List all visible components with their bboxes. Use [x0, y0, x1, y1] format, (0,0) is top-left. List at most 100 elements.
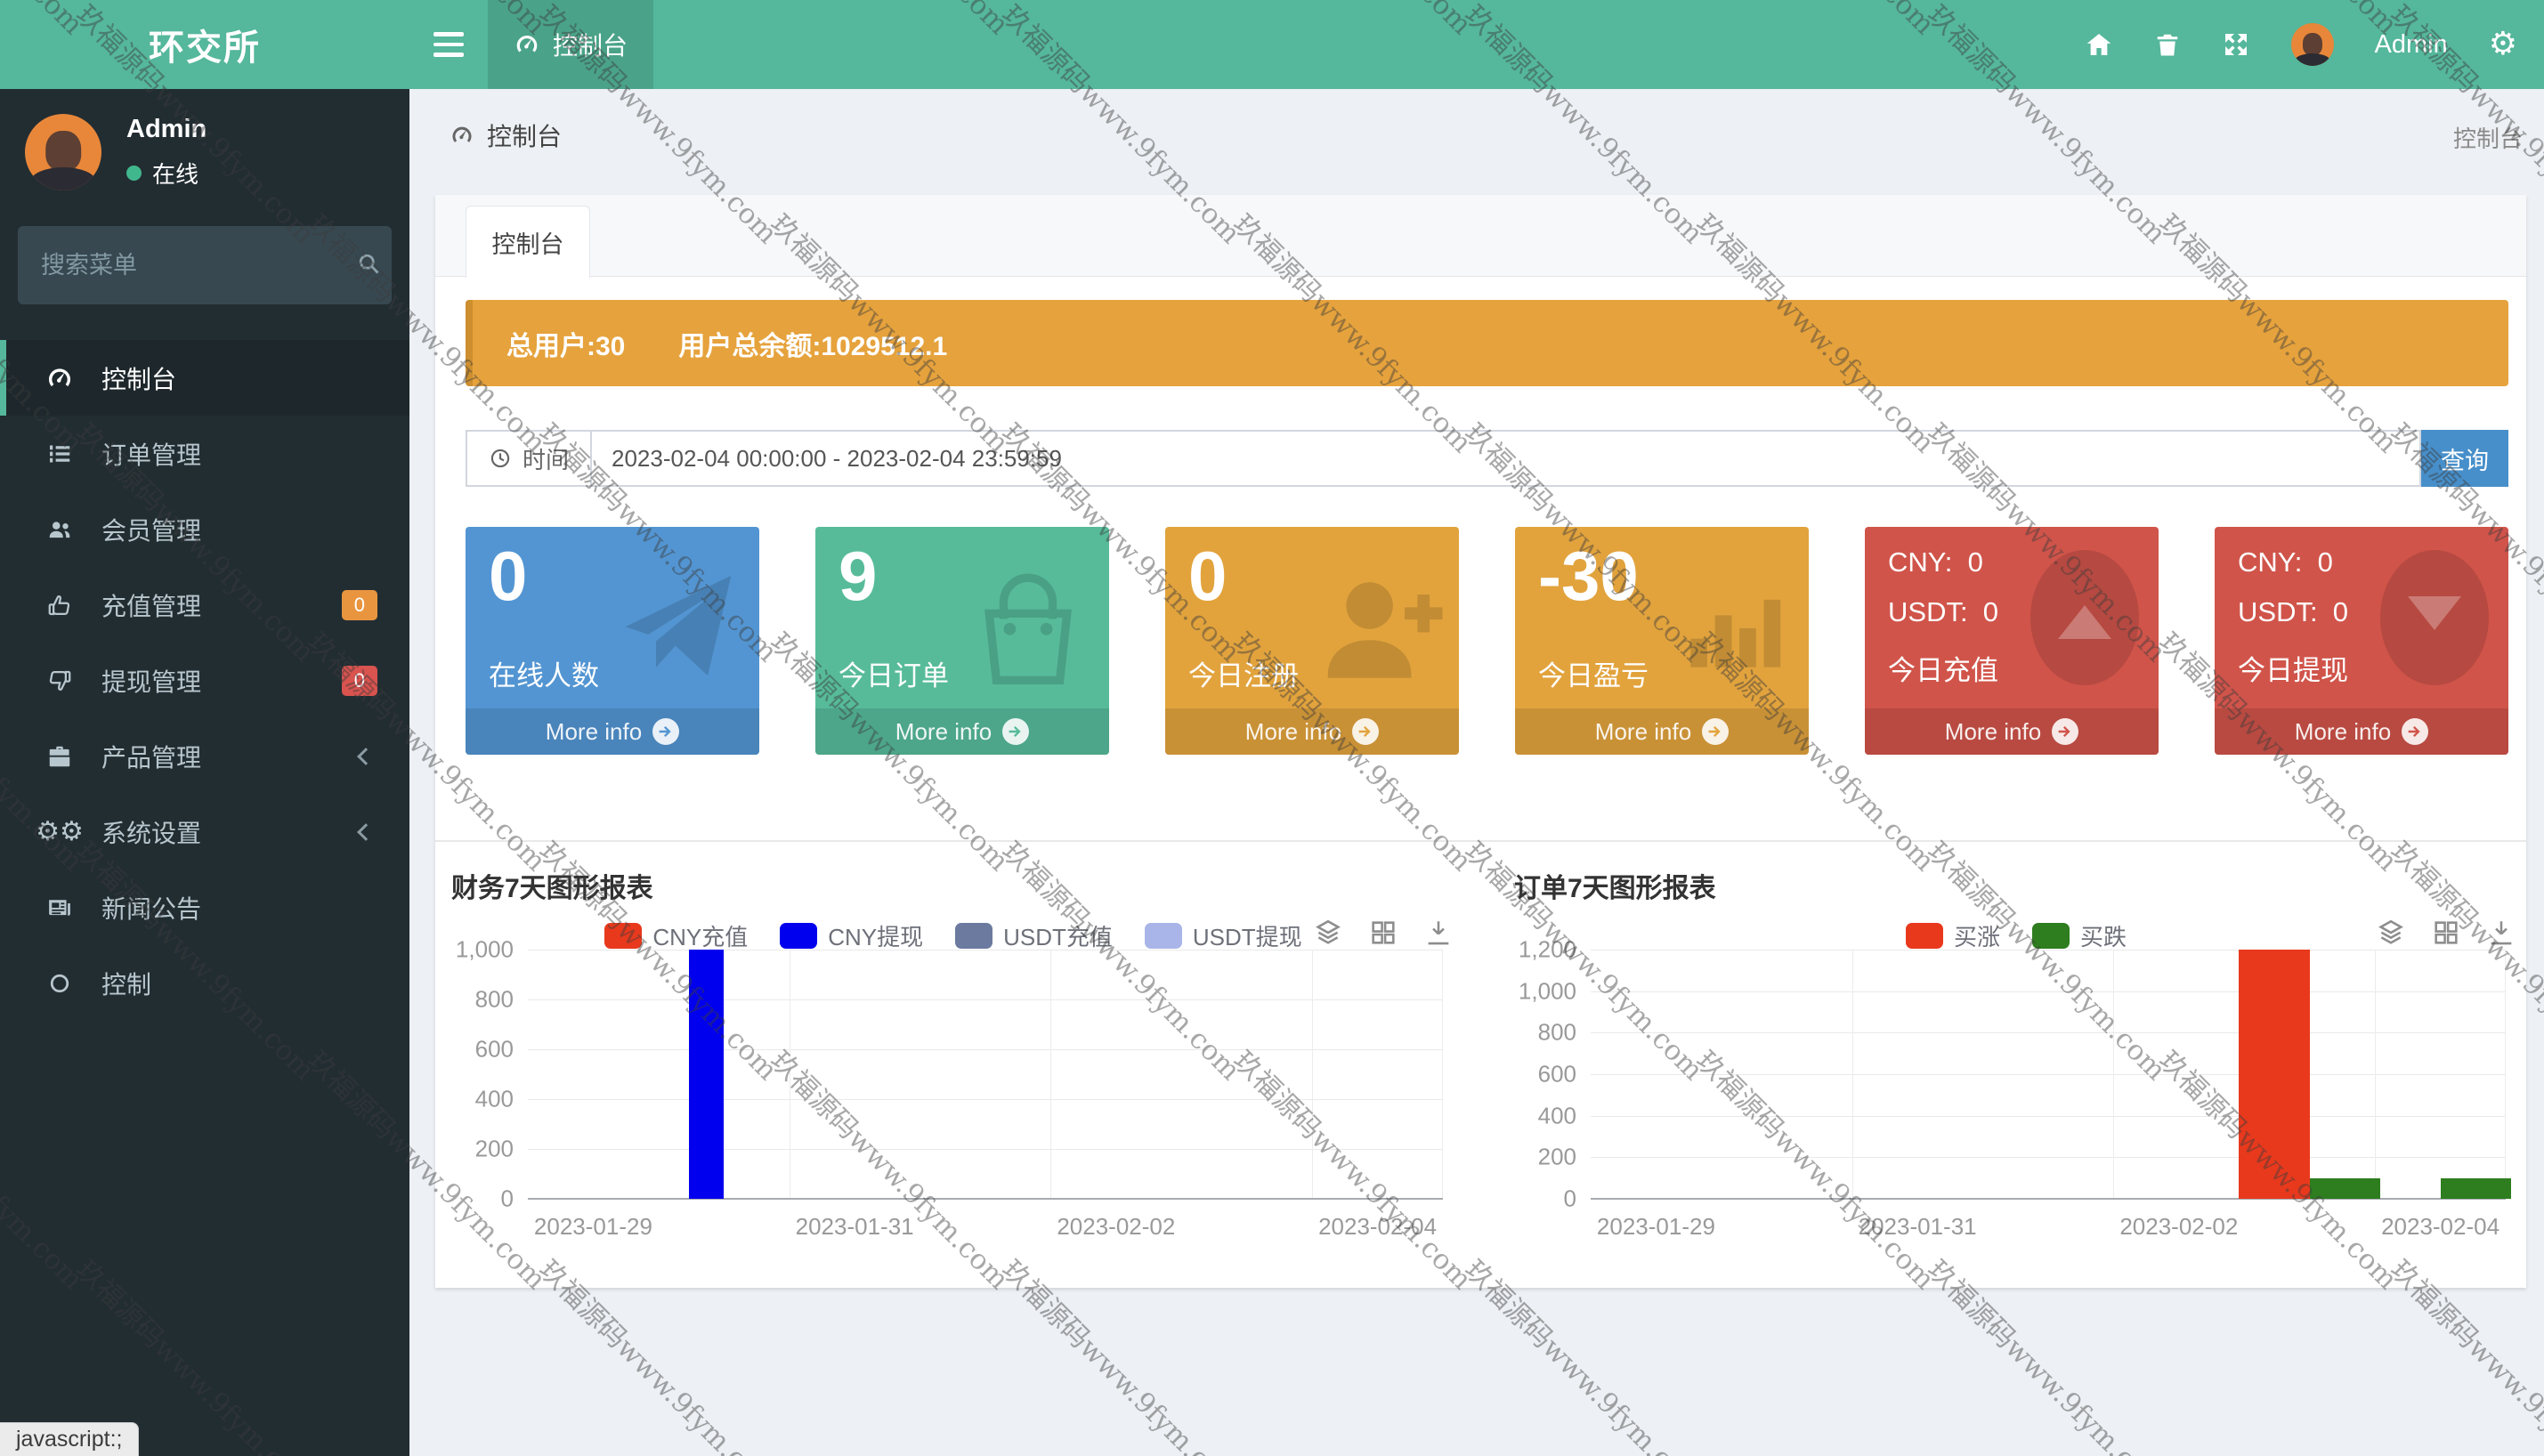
- more-info-link[interactable]: More info: [1865, 708, 2159, 755]
- legend-item[interactable]: 买涨: [1905, 919, 2000, 952]
- arrow-circle-right-icon: [652, 718, 680, 745]
- legend-item[interactable]: USDT提现: [1144, 919, 1302, 952]
- ordered-list-icon: [43, 441, 77, 467]
- sidebar-item-dashboard[interactable]: 控制台: [0, 340, 409, 416]
- breadcrumb: 控制台: [450, 117, 562, 153]
- dashboard-icon: [452, 126, 472, 142]
- chart-toolbox: [1313, 918, 1454, 952]
- y-tick-label: 200: [474, 1135, 514, 1162]
- legend-label: 买跌: [2080, 924, 2127, 950]
- more-info-link[interactable]: More info: [1165, 708, 1459, 755]
- bar-chart-icon: [1670, 559, 1795, 697]
- chart-bar: [2239, 950, 2310, 1199]
- sidebar-item-control[interactable]: 控制: [0, 945, 409, 1021]
- legend-item[interactable]: 买跌: [2032, 919, 2127, 952]
- stat-box-today-registrations: 0 今日注册 More info: [1165, 527, 1459, 755]
- gridline: [528, 999, 1443, 1000]
- gridline: [1591, 1157, 2506, 1159]
- newspaper-icon: [43, 894, 77, 921]
- download-icon[interactable]: [2486, 918, 2516, 952]
- clear-cache-button[interactable]: [2154, 30, 2181, 59]
- legend-item[interactable]: USDT充值: [955, 919, 1113, 952]
- breadcrumb-right: 控制台: [2452, 125, 2523, 152]
- x-tick-label: 2023-01-31: [795, 1213, 914, 1240]
- paper-plane-icon: [612, 559, 745, 697]
- y-tick-label: 400: [474, 1085, 514, 1112]
- finance-chart-panel: 财务7天图形报表 CNY充值 CNY提现 USDT充值 USDT提现 1,000 800…: [446, 864, 1461, 1282]
- sidebar-item-settings[interactable]: ⚙⚙ 系统设置: [0, 794, 409, 870]
- x-tick-label: 2023-02-02: [2119, 1213, 2239, 1240]
- x-axis-line: [528, 1198, 1443, 1200]
- x-tick-label: 2023-02-04: [1318, 1213, 1438, 1240]
- sidebar-user-status[interactable]: 在线: [126, 157, 207, 190]
- y-tick-label: 1,000: [455, 935, 514, 963]
- sidebar-item-news[interactable]: 新闻公告: [0, 870, 409, 945]
- card-body: 总用户:30 用户总余额:1029512.1 时间 查询 0 在线人数 More…: [435, 277, 2526, 1287]
- app-logo[interactable]: 环交所: [149, 28, 261, 68]
- sidebar-item-products[interactable]: 产品管理: [0, 718, 409, 794]
- chart-toolbox: [2376, 918, 2516, 952]
- arrow-circle-right-icon: [1352, 718, 1380, 745]
- search-icon[interactable]: [356, 251, 381, 280]
- total-users: 总用户:30: [506, 331, 626, 361]
- tab-dashboard[interactable]: 控制台: [466, 206, 590, 278]
- y-tick-label: 400: [1537, 1102, 1576, 1129]
- settings-gear-icon[interactable]: ⚙: [2488, 26, 2517, 62]
- stat-box-today-deposits: CNY: 0 USDT: 0 今日充值 More info: [1865, 527, 2159, 755]
- download-icon[interactable]: [1423, 918, 1454, 952]
- navbar-avatar[interactable]: [2290, 23, 2334, 66]
- nav-tab-label: 控制台: [552, 32, 628, 60]
- top-navbar: 环交所 控制台 Admin ⚙: [0, 0, 2544, 89]
- tiled-view-icon[interactable]: [2431, 918, 2461, 952]
- fullscreen-button[interactable]: [2222, 30, 2250, 59]
- chart-title: 财务7天图形报表: [451, 874, 653, 903]
- nav-tab-dashboard[interactable]: 控制台: [488, 0, 653, 89]
- y-tick-label: 800: [1537, 1018, 1576, 1046]
- search-input[interactable]: [41, 251, 356, 279]
- caret-up-circle-icon: [2030, 550, 2139, 685]
- tiled-view-icon[interactable]: [1368, 918, 1398, 952]
- y-tick-label: 600: [1537, 1060, 1576, 1088]
- gridline-vertical: [1312, 950, 1314, 1199]
- chevron-left-icon: [357, 747, 375, 765]
- time-label: 时间: [466, 430, 591, 487]
- thumbs-up-icon: [43, 592, 77, 619]
- more-info-link[interactable]: More info: [2215, 708, 2508, 755]
- chart-title: 订单7天图形报表: [1514, 874, 1716, 903]
- legend-swatch: [955, 923, 993, 949]
- y-tick-label: 1,200: [1518, 935, 1576, 963]
- stack-toggle-icon[interactable]: [1313, 918, 1343, 952]
- stack-toggle-icon[interactable]: [2376, 918, 2406, 952]
- legend-swatch: [2032, 923, 2070, 949]
- sidebar-avatar[interactable]: [25, 114, 101, 190]
- sidebar: Admin 在线 控制台 订单管理 会员管理: [0, 89, 409, 1456]
- chart-legend: 买涨 买跌: [1509, 919, 2524, 952]
- user-plus-icon: [1311, 559, 1445, 701]
- x-axis-line: [1591, 1198, 2506, 1200]
- more-info-link[interactable]: More info: [466, 708, 759, 755]
- breadcrumb-title: 控制台: [487, 123, 563, 150]
- total-balance: 用户总余额:1029512.1: [678, 331, 948, 361]
- legend-item[interactable]: CNY充值: [604, 919, 748, 952]
- navbar-user-name[interactable]: Admin: [2374, 29, 2448, 59]
- sidebar-item-orders[interactable]: 订单管理: [0, 416, 409, 491]
- chart-bar: [2440, 1177, 2511, 1199]
- sidebar-item-deposits[interactable]: 充值管理 0: [0, 567, 409, 643]
- sidebar-item-members[interactable]: 会员管理: [0, 491, 409, 567]
- sidebar-toggle-button[interactable]: [409, 0, 488, 89]
- y-tick-label: 1,000: [1518, 977, 1576, 1005]
- sidebar-item-withdrawals[interactable]: 提现管理 0: [0, 643, 409, 718]
- more-info-link[interactable]: More info: [815, 708, 1109, 755]
- gridline: [528, 1049, 1443, 1050]
- y-tick-label: 800: [474, 985, 514, 1013]
- more-info-link[interactable]: More info: [1515, 708, 1809, 755]
- y-tick-label: 0: [500, 1185, 514, 1212]
- x-tick-label: 2023-01-31: [1858, 1213, 1977, 1240]
- date-range-input[interactable]: [590, 430, 2421, 487]
- chart-legend: CNY充值 CNY提现 USDT充值 USDT提现: [446, 919, 1461, 952]
- query-button[interactable]: 查询: [2421, 430, 2508, 487]
- circle-icon: [43, 971, 77, 996]
- home-button[interactable]: [2085, 30, 2113, 59]
- legend-item[interactable]: CNY提现: [780, 919, 923, 952]
- chart-plot-area: 1,200 1,000 800 600 400 200 0 2023-01-29 2023-01…: [1519, 936, 2511, 1240]
